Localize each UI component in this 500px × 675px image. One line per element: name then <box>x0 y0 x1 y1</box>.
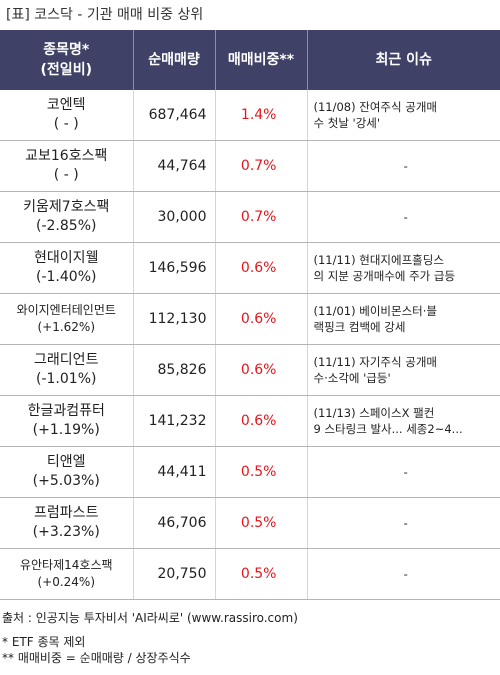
net-volume: 44,764 <box>133 140 216 192</box>
stock-name: 와이지엔터테인먼트 <box>16 303 116 317</box>
recent-issue: (11/11) 현대지에프홀딩스 의 지분 공개매수에 주가 급등 <box>307 242 500 294</box>
table-row: 현대이지웰 (-1.40%) 146,596 0.6% (11/11) 현대지에… <box>0 242 500 294</box>
recent-issue: (11/01) 베이비몬스터·블 랙핑크 컴백에 강세 <box>307 293 500 345</box>
stock-change: (+1.19%) <box>32 422 100 438</box>
stock-name-cell: 와이지엔터테인먼트 (+1.62%) <box>0 293 134 345</box>
table-row: 프럼파스트 (+3.23%) 46,706 0.5% - <box>0 497 500 549</box>
stock-name-cell: 코엔텍 ( - ) <box>0 90 134 141</box>
stock-name: 프럼파스트 <box>34 505 99 521</box>
net-volume: 20,750 <box>133 548 216 600</box>
header-trade-ratio: 매매비중** <box>215 30 308 90</box>
net-volume: 46,706 <box>133 497 216 549</box>
stock-change: ( - ) <box>53 116 79 132</box>
table-title: [표] 코스닥 - 기관 매매 비중 상위 <box>6 7 204 23</box>
stock-name-cell: 키움제7호스팩 (-2.85%) <box>0 191 134 243</box>
recent-issue: - <box>307 191 500 243</box>
stock-name-cell: 그래디언트 (-1.01%) <box>0 344 134 396</box>
stock-change: (-1.01%) <box>36 371 97 387</box>
issue-line: (11/13) 스페이스X 팰컨 <box>313 406 435 420</box>
net-volume: 146,596 <box>133 242 216 294</box>
stock-name-cell: 유안타제14호스팩 (+0.24%) <box>0 548 134 600</box>
issue-line: 랙핑크 컴백에 강세 <box>313 320 406 334</box>
trade-ratio: 0.5% <box>215 446 308 498</box>
stock-name: 교보16호스팩 <box>25 148 108 164</box>
stock-change: (-2.85%) <box>36 218 97 234</box>
footer: 출처 : 인공지능 투자비서 'AI라씨로' (www.rassiro.com)… <box>0 610 500 666</box>
issue-line: 수 첫날 '강세' <box>313 116 381 130</box>
header-stock-name-line1: 종목명* <box>43 42 90 58</box>
table-row: 와이지엔터테인먼트 (+1.62%) 112,130 0.6% (11/01) … <box>0 293 500 345</box>
recent-issue: (11/13) 스페이스X 팰컨 9 스타링크 발사... 세종2~4... <box>307 395 500 447</box>
table-row: 교보16호스팩 ( - ) 44,764 0.7% - <box>0 140 500 192</box>
footnote-etf: * ETF 종목 제외 <box>2 635 86 649</box>
table-row: 그래디언트 (-1.01%) 85,826 0.6% (11/11) 자기주식 … <box>0 344 500 396</box>
net-volume: 141,232 <box>133 395 216 447</box>
table-row: 키움제7호스팩 (-2.85%) 30,000 0.7% - <box>0 191 500 243</box>
header-net-volume: 순매매량 <box>133 30 216 90</box>
issue-line: (11/08) 잔여주식 공개매 <box>313 100 438 114</box>
trade-ratio: 0.6% <box>215 344 308 396</box>
stock-change: (-1.40%) <box>36 269 97 285</box>
table-row: 유안타제14호스팩 (+0.24%) 20,750 0.5% - <box>0 548 500 600</box>
trade-ratio: 0.7% <box>215 191 308 243</box>
footnote-ratio: ** 매매비중 = 순매매량 / 상장주식수 <box>2 651 191 665</box>
recent-issue: (11/08) 잔여주식 공개매 수 첫날 '강세' <box>307 90 500 141</box>
stock-change: (+3.23%) <box>32 524 100 540</box>
table-row: 티앤엘 (+5.03%) 44,411 0.5% - <box>0 446 500 498</box>
stock-name: 한글과컴퓨터 <box>27 403 105 419</box>
issue-line: (11/11) 현대지에프홀딩스 <box>313 253 444 267</box>
header-row: 종목명* (전일비) 순매매량 매매비중** 최근 이슈 <box>0 30 500 90</box>
trade-ratio: 0.6% <box>215 293 308 345</box>
recent-issue: (11/11) 자기주식 공개매 수·소각에 '급등' <box>307 344 500 396</box>
stock-change: (+1.62%) <box>37 320 96 334</box>
net-volume: 687,464 <box>133 90 216 141</box>
stock-name-cell: 한글과컴퓨터 (+1.19%) <box>0 395 134 447</box>
ranking-table: 종목명* (전일비) 순매매량 매매비중** 최근 이슈 코엔텍 ( - ) 6… <box>0 30 500 600</box>
stock-name: 현대이지웰 <box>34 250 99 266</box>
stock-name: 유안타제14호스팩 <box>19 558 113 572</box>
net-volume: 85,826 <box>133 344 216 396</box>
stock-name-cell: 교보16호스팩 ( - ) <box>0 140 134 192</box>
issue-line: 의 지분 공개매수에 주가 급등 <box>313 269 456 283</box>
stock-name: 코엔텍 <box>46 97 86 113</box>
recent-issue: - <box>307 446 500 498</box>
issue-line: (11/11) 자기주식 공개매 <box>313 355 438 369</box>
footnotes: * ETF 종목 제외 ** 매매비중 = 순매매량 / 상장주식수 <box>2 634 500 666</box>
stock-name: 그래디언트 <box>34 352 99 368</box>
trade-ratio: 0.5% <box>215 548 308 600</box>
issue-line: 수·소각에 '급등' <box>313 371 391 385</box>
trade-ratio: 0.6% <box>215 242 308 294</box>
stock-change: ( - ) <box>53 167 79 183</box>
stock-name: 티앤엘 <box>46 454 86 470</box>
table-row: 코엔텍 ( - ) 687,464 1.4% (11/08) 잔여주식 공개매 … <box>0 90 500 141</box>
stock-change: (+0.24%) <box>37 575 96 589</box>
trade-ratio: 0.7% <box>215 140 308 192</box>
net-volume: 44,411 <box>133 446 216 498</box>
recent-issue: - <box>307 548 500 600</box>
recent-issue: - <box>307 140 500 192</box>
recent-issue: - <box>307 497 500 549</box>
stock-name: 키움제7호스팩 <box>23 199 110 215</box>
stock-change: (+5.03%) <box>32 473 100 489</box>
header-stock-name: 종목명* (전일비) <box>0 30 134 90</box>
header-stock-name-line2: (전일비) <box>40 62 92 78</box>
source-note: 출처 : 인공지능 투자비서 'AI라씨로' (www.rassiro.com) <box>2 611 298 625</box>
net-volume: 112,130 <box>133 293 216 345</box>
trade-ratio: 0.5% <box>215 497 308 549</box>
trade-ratio: 0.6% <box>215 395 308 447</box>
stock-name-cell: 현대이지웰 (-1.40%) <box>0 242 134 294</box>
header-recent-issue: 최근 이슈 <box>307 30 500 90</box>
stock-name-cell: 티앤엘 (+5.03%) <box>0 446 134 498</box>
trade-ratio: 1.4% <box>215 90 308 141</box>
stock-name-cell: 프럼파스트 (+3.23%) <box>0 497 134 549</box>
issue-line: (11/01) 베이비몬스터·블 <box>313 304 438 318</box>
table-row: 한글과컴퓨터 (+1.19%) 141,232 0.6% (11/13) 스페이… <box>0 395 500 447</box>
net-volume: 30,000 <box>133 191 216 243</box>
issue-line: 9 스타링크 발사... 세종2~4... <box>313 422 463 436</box>
